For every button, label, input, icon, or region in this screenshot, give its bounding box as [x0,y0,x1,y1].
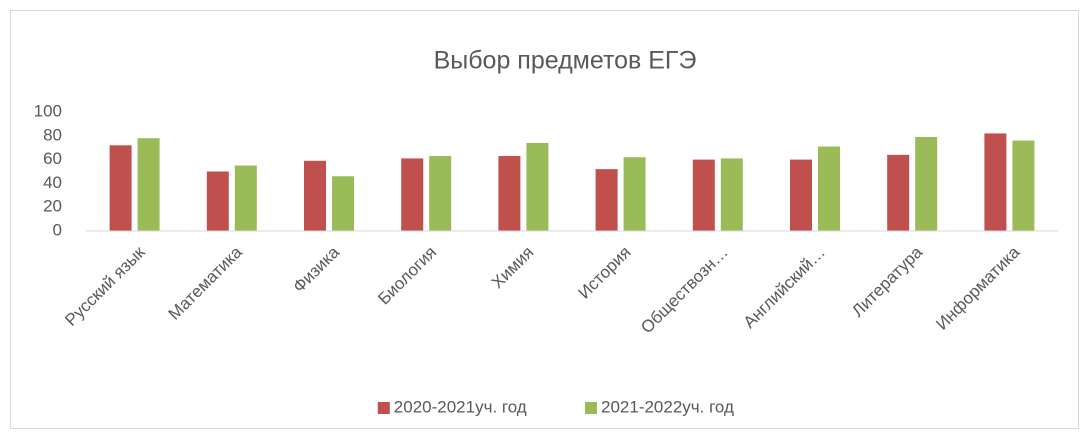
bar [206,171,229,231]
y-tick-label: 20 [43,197,62,216]
y-tick-label: 80 [43,125,62,144]
y-tick-label: 0 [53,220,62,239]
bar [429,156,452,231]
bar [790,159,812,231]
legend-swatch [377,402,390,414]
bar [498,156,521,231]
y-tick-label: 40 [43,173,62,192]
bar [915,136,938,231]
bar [1012,140,1035,231]
bar [623,157,646,231]
bar [109,145,132,231]
bar [595,169,618,231]
bar [984,133,1007,231]
y-tick-label: 60 [43,149,62,168]
bar [526,142,549,231]
legend-label: 2021-2022уч. год [601,397,734,416]
bar [818,146,840,231]
bar [234,165,257,231]
bar [304,160,326,231]
bar [332,176,354,231]
bar [720,158,743,231]
bar [401,158,424,231]
bar [692,159,715,231]
legend-swatch [585,402,597,414]
y-tick-label: 100 [34,101,62,120]
legend-label: 2020-2021уч. год [394,397,527,416]
bar [887,154,910,231]
chart-title: Выбор предметов ЕГЭ [434,47,697,75]
bar [137,138,160,231]
